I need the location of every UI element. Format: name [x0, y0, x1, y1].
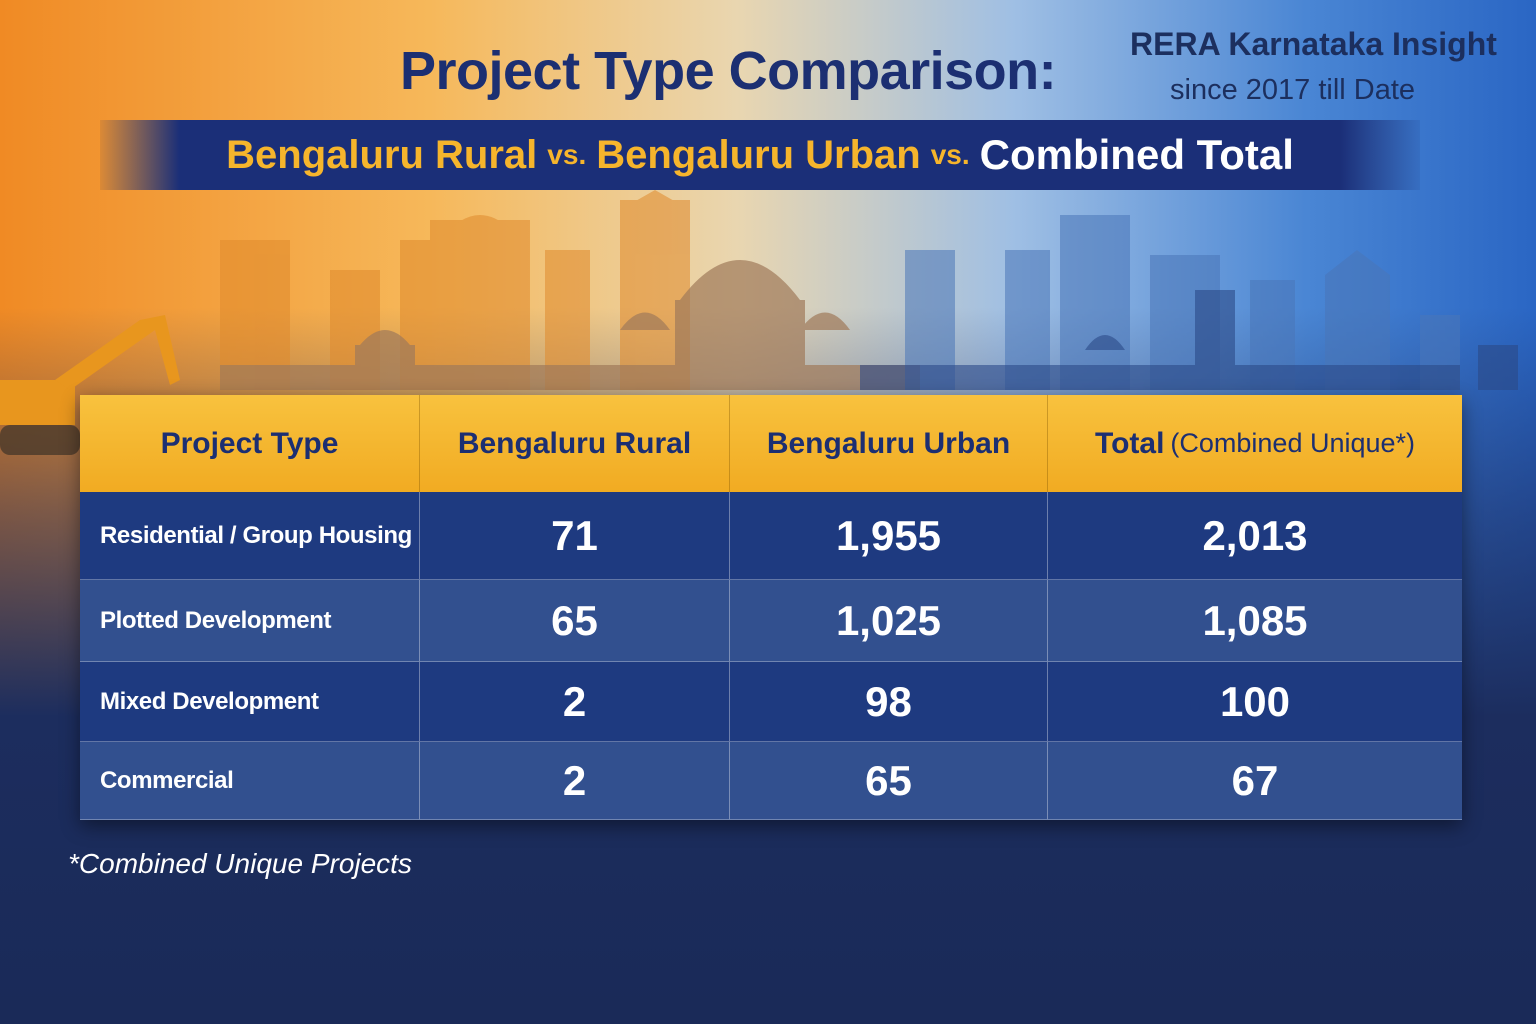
table-body: Residential / Group Housing 71 1,955 2,013 P…: [80, 492, 1462, 820]
header-cell: Total (Combined Unique*): [1048, 395, 1462, 492]
value-cell: 2: [420, 742, 730, 820]
subtitle-part: Bengaluru Rural: [226, 132, 538, 177]
table-row: Mixed Development 2 98 100: [80, 662, 1462, 742]
value-cell: 100: [1048, 662, 1462, 742]
brand-subtitle: since 2017 till Date: [1170, 74, 1416, 106]
header-cell: Bengaluru Urban: [730, 395, 1048, 492]
table-row: Residential / Group Housing 71 1,955 2,013: [80, 492, 1462, 580]
header-text: Total: [1094, 426, 1165, 460]
value-cell: 2: [420, 662, 730, 742]
subtitle-part: Bengaluru Urban: [596, 132, 921, 177]
value-cell: 98: [730, 662, 1048, 742]
header-cell: Project Type: [80, 395, 420, 492]
subtitle-part: Combined Total: [979, 131, 1294, 178]
subtitle-banner: Bengaluru Rural vs. Bengaluru Urban vs. …: [100, 120, 1420, 190]
label-cell: Mixed Development: [80, 662, 420, 742]
subtitle-part: vs.: [547, 139, 587, 170]
value-cell: 71: [420, 492, 730, 580]
label-cell: Residential / Group Housing: [80, 492, 420, 580]
table-row: Commercial 2 65 67: [80, 742, 1462, 820]
header-row: Project Type Bengaluru Rural Bengaluru Urb…: [80, 395, 1462, 492]
value-cell: 1,085: [1048, 580, 1462, 662]
value-cell: 65: [420, 580, 730, 662]
brand: RERA Karnataka Insight: [1130, 26, 1497, 62]
title: Project Type Comparison:: [400, 41, 1057, 101]
value-cell: 1,955: [730, 492, 1048, 580]
label-cell: Commercial: [80, 742, 420, 820]
header-cell: Bengaluru Rural: [420, 395, 730, 492]
comparison-table: Project Type Bengaluru Rural Bengaluru Urb…: [80, 395, 1462, 820]
header-text: (Combined Unique*): [1170, 428, 1416, 458]
value-cell: 1,025: [730, 580, 1048, 662]
header-text: Bengaluru Rural: [457, 426, 692, 460]
header-text: Bengaluru Urban: [766, 426, 1011, 460]
footnote: *Combined Unique Projects: [68, 848, 412, 879]
value-cell: 67: [1048, 742, 1462, 820]
skyline: [0, 190, 1518, 455]
subtitle-part: vs.: [930, 139, 970, 170]
value-cell: 65: [730, 742, 1048, 820]
label-cell: Plotted Development: [80, 580, 420, 662]
table-row: Plotted Development 65 1,025 1,085: [80, 580, 1462, 662]
header-text: Project Type: [160, 426, 339, 460]
value-cell: 2,013: [1048, 492, 1462, 580]
